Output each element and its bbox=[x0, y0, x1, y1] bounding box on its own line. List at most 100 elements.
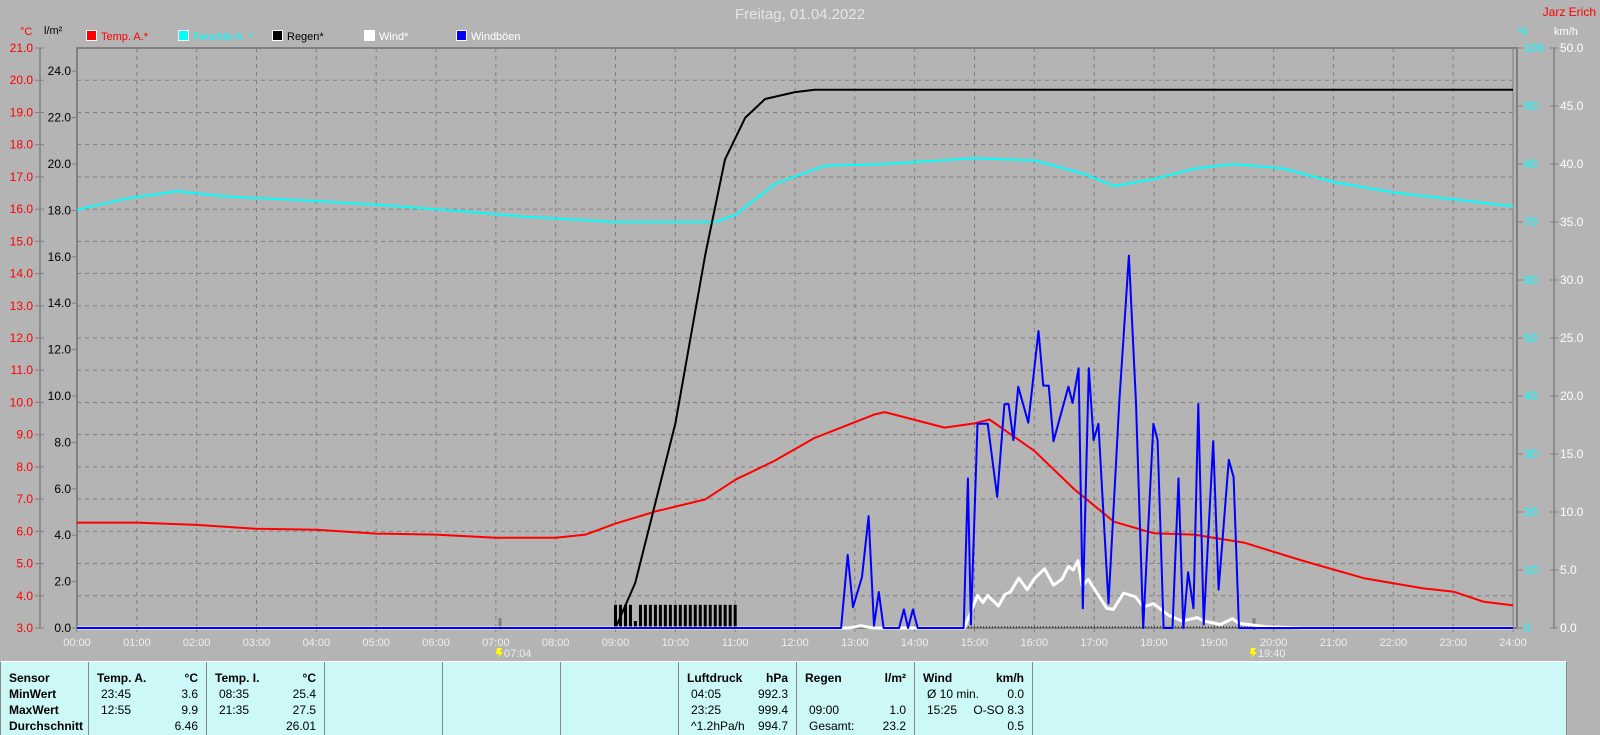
wind-tick-label: 0.0 bbox=[1560, 621, 1577, 635]
time-tick-label: 00:00 bbox=[63, 637, 91, 649]
humidity-tick-label: 90 bbox=[1524, 99, 1538, 113]
table-column bbox=[561, 662, 679, 735]
humidity-tick-label: 100 bbox=[1524, 41, 1544, 55]
weather-chart: 21.0 20.0 19.0 18.0 17.0 16.0 15.0 14.0 13.0 12.0… bbox=[10, 41, 1584, 660]
time-tick-label: 24:00 bbox=[1499, 637, 1527, 649]
temp-tick-label: 3.0 bbox=[16, 621, 33, 635]
wind-tick-label: 10.0 bbox=[1560, 505, 1584, 519]
temp-tick-label: 19.0 bbox=[10, 105, 34, 119]
cell-label: Regen bbox=[805, 671, 842, 685]
cell-label: Wind bbox=[923, 671, 953, 685]
wind-axis-unit: km/h bbox=[1554, 26, 1578, 38]
temp-tick-label: 8.0 bbox=[16, 460, 33, 474]
table-row: MaxWert bbox=[9, 702, 80, 718]
legend-item-humidity[interactable]: Feuchte A. * bbox=[178, 30, 253, 43]
rain-tick-label: 6.0 bbox=[54, 482, 71, 496]
cell-value: 3.6 bbox=[181, 687, 198, 701]
table-row: 15:25 O-SO 8.3 bbox=[923, 702, 1024, 718]
rain-bar bbox=[718, 604, 722, 628]
humidity-tick-label: 80 bbox=[1524, 157, 1538, 171]
cell-value: O-SO 8.3 bbox=[973, 703, 1024, 717]
humidity-tick-label: 70 bbox=[1524, 215, 1538, 229]
temp-tick-label: 12.0 bbox=[10, 331, 34, 345]
table-column: Temp. I. °C 08:35 25.4 21:35 27.5 26.01 bbox=[207, 662, 325, 735]
table-row: Durchschnitt bbox=[9, 718, 83, 734]
table-row bbox=[805, 686, 906, 702]
rain-bar bbox=[678, 604, 682, 628]
time-tick-label: 07:00 bbox=[482, 637, 510, 649]
cell-value: km/h bbox=[995, 671, 1024, 685]
table-row: 09:00 1.0 bbox=[805, 702, 906, 718]
rain-tick-label: 4.0 bbox=[54, 528, 71, 542]
series-line-wind-5 bbox=[77, 254, 1513, 629]
table-row: 23:45 3.6 bbox=[97, 686, 198, 702]
rain-bar bbox=[703, 604, 707, 628]
rain-bar bbox=[623, 604, 627, 628]
rain-bar bbox=[693, 604, 697, 628]
rain-bar bbox=[683, 604, 687, 628]
cell-value: 23.2 bbox=[882, 719, 906, 733]
time-tick-label: 06:00 bbox=[422, 637, 450, 649]
cell-value: °C bbox=[302, 671, 316, 685]
legend-item-rain[interactable]: Regen* bbox=[272, 30, 324, 43]
cell-label: 12:55 bbox=[101, 703, 132, 717]
table-row bbox=[333, 670, 434, 686]
rain-bar bbox=[733, 604, 737, 628]
cell-label: 23:25 bbox=[691, 703, 722, 717]
time-tick-label: 19:00 bbox=[1200, 637, 1228, 649]
rain-tick-label: 2.0 bbox=[54, 575, 71, 589]
legend-item-gusts[interactable]: Windböen bbox=[456, 30, 521, 43]
temp-tick-label: 13.0 bbox=[10, 299, 34, 313]
cell-value: 0.5 bbox=[1007, 719, 1024, 733]
table-row: 6.46 bbox=[97, 718, 198, 734]
table-row: Gesamt: 23.2 bbox=[805, 718, 906, 734]
sunset-label: 19:40 bbox=[1258, 648, 1286, 660]
cell-label: 15:25 bbox=[927, 703, 958, 717]
table-row: 04:05 992.3 bbox=[687, 686, 788, 702]
rain-tick-label: 12.0 bbox=[48, 343, 72, 357]
series-line-temp-0 bbox=[77, 411, 1514, 607]
cell-label: 09:00 bbox=[809, 703, 840, 717]
table-row bbox=[451, 670, 552, 686]
wind-tick-label: 15.0 bbox=[1560, 447, 1584, 461]
legend-swatch bbox=[86, 30, 97, 41]
table-column: Luftdruck hPa 04:05 992.3 23:25 999.4 ^1.2hPa/… bbox=[679, 662, 797, 735]
time-tick-label: 03:00 bbox=[243, 637, 271, 649]
rain-bar bbox=[628, 604, 632, 628]
legend-item-temp[interactable]: Temp. A.* bbox=[86, 30, 148, 43]
wind-tick-label: 50.0 bbox=[1560, 41, 1584, 55]
table-row: 23:25 999.4 bbox=[687, 702, 788, 718]
table-row: MinWert bbox=[9, 686, 80, 702]
rain-bar bbox=[728, 604, 732, 628]
rain-tick-label: 18.0 bbox=[48, 203, 72, 217]
rain-bar bbox=[658, 604, 662, 628]
temp-tick-label: 9.0 bbox=[16, 428, 33, 442]
temp-tick-label: 11.0 bbox=[11, 363, 34, 377]
wind-tick-label: 30.0 bbox=[1560, 273, 1584, 287]
table-column: Sensor MinWert MaxWert Durchschnitt bbox=[1, 662, 89, 735]
table-row: Ø 10 min. 0.0 bbox=[923, 686, 1024, 702]
wind-tick-label: 40.0 bbox=[1560, 157, 1584, 171]
cell-value: 994.7 bbox=[757, 719, 788, 733]
cell-label: MinWert bbox=[9, 687, 57, 701]
rain-axis-unit: l/m² bbox=[44, 25, 63, 37]
humidity-tick-label: 20 bbox=[1524, 505, 1538, 519]
rain-bar bbox=[668, 604, 672, 628]
legend-swatch bbox=[178, 30, 189, 41]
cell-label: Luftdruck bbox=[687, 671, 743, 685]
rain-bar bbox=[698, 604, 702, 628]
rain-bar bbox=[618, 604, 622, 628]
rain-bar bbox=[663, 604, 667, 628]
humidity-tick-label: 50 bbox=[1524, 331, 1538, 345]
cell-value: 9.9 bbox=[181, 703, 198, 717]
chart-title: Freitag, 01.04.2022 bbox=[734, 6, 866, 23]
legend-item-wind[interactable]: Wind* bbox=[364, 30, 408, 43]
table-column bbox=[325, 662, 443, 735]
cell-value: 992.3 bbox=[757, 687, 788, 701]
cell-value: 27.5 bbox=[292, 703, 316, 717]
table-column bbox=[443, 662, 561, 735]
rain-bar bbox=[633, 621, 637, 628]
time-tick-label: 04:00 bbox=[303, 637, 331, 649]
rain-tick-label: 24.0 bbox=[48, 64, 72, 78]
temp-tick-label: 5.0 bbox=[16, 557, 33, 571]
